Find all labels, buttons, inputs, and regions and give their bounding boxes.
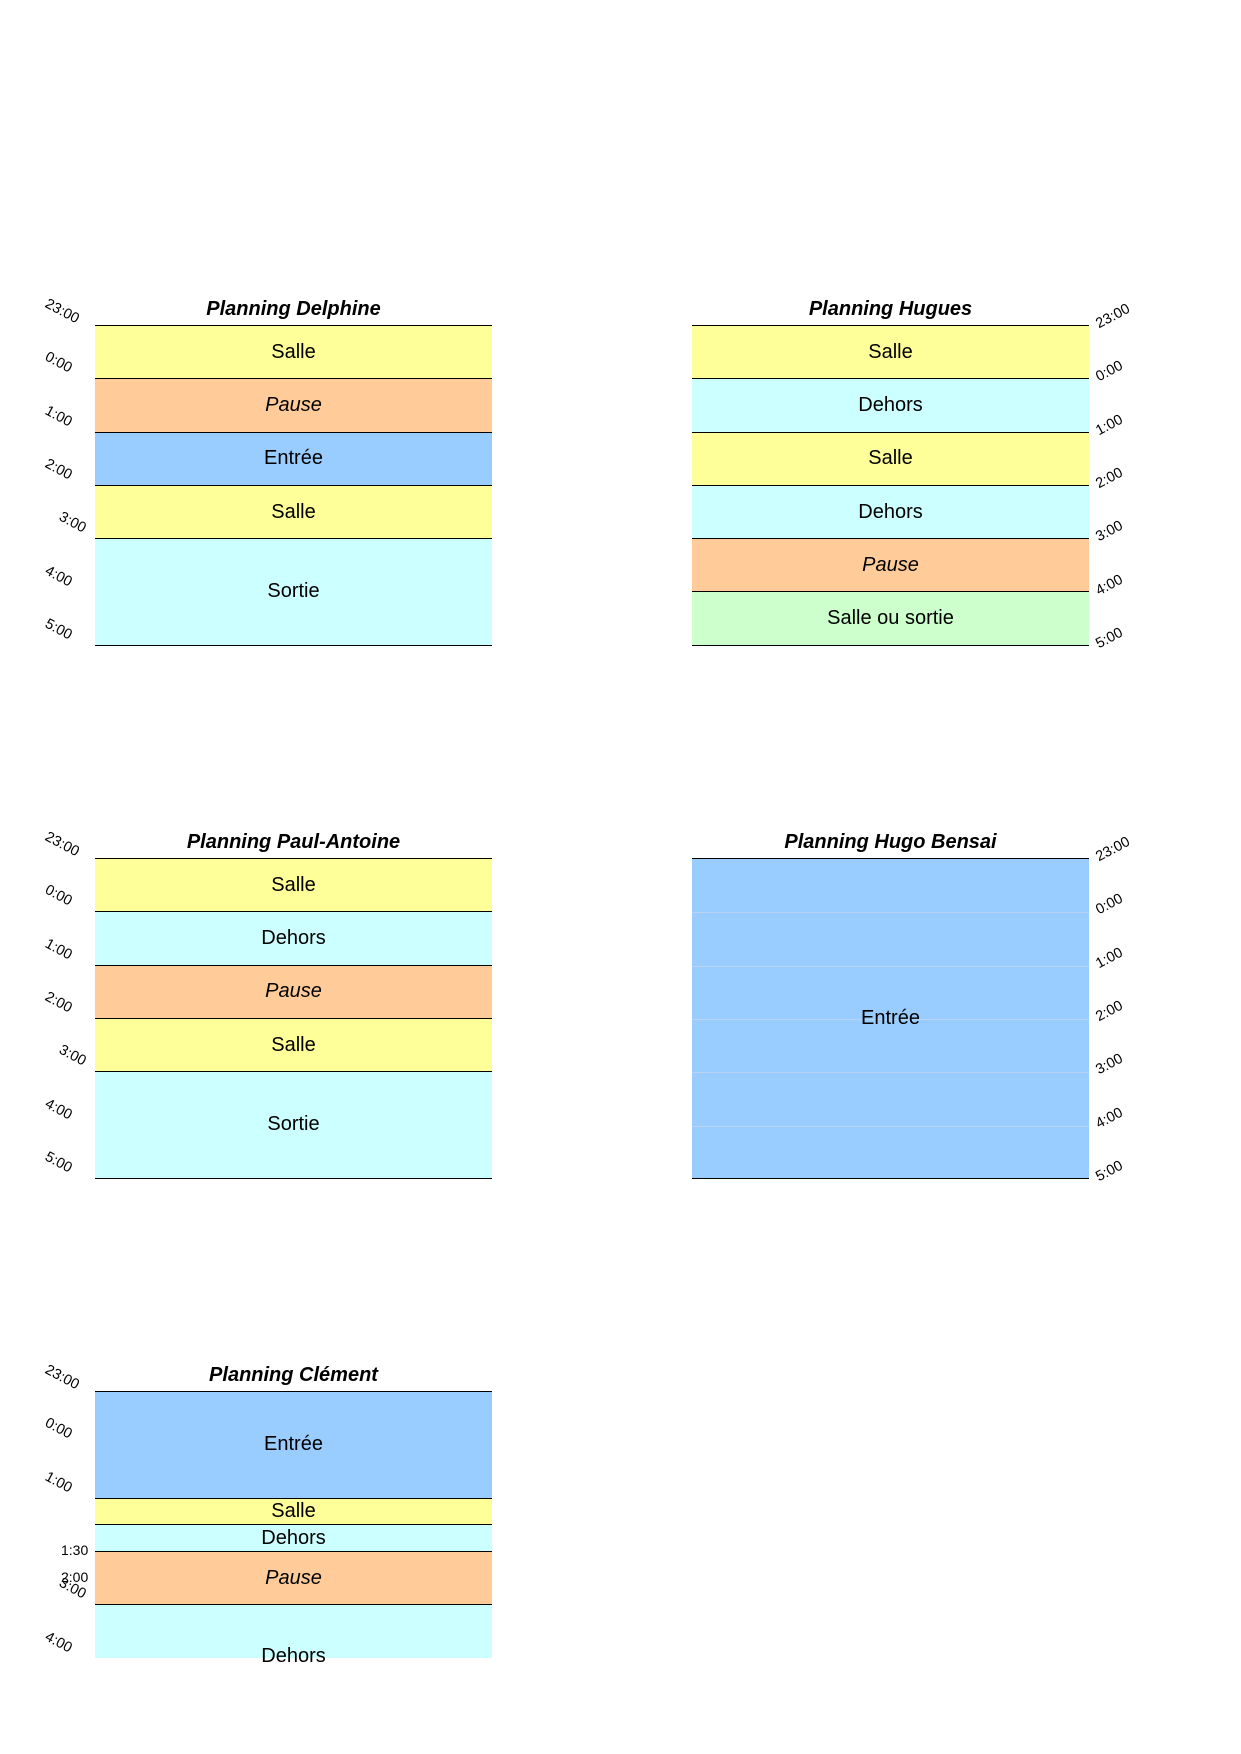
time-label: 0:00	[1093, 890, 1126, 919]
time-label: 5:00	[42, 615, 75, 644]
planning-title: Planning Clément	[209, 1364, 378, 1386]
schedule-block: Salle	[95, 1018, 492, 1073]
time-label: 1:00	[1093, 944, 1126, 972]
schedule-block-label: Dehors	[261, 926, 326, 949]
time-label: 0:00	[42, 882, 75, 910]
schedule-block: Pause	[95, 1551, 492, 1606]
schedule-block: Pause	[95, 379, 492, 433]
row-divider	[692, 1125, 1089, 1127]
time-label: 5:00	[1093, 1157, 1126, 1185]
schedule-block: Salle	[95, 485, 492, 540]
time-label: 4:00	[1093, 571, 1126, 599]
time-label: 5:00	[42, 1148, 75, 1177]
time-label: 0:00	[42, 1415, 75, 1443]
schedule-block: Salle	[95, 859, 492, 913]
time-label: 4:00	[1093, 1104, 1126, 1132]
schedule-block-label: Pause	[265, 393, 322, 416]
schedule-block: Pause	[95, 965, 492, 1019]
schedule-block: Dehors	[692, 485, 1089, 540]
schedule-block: Sortie	[95, 539, 492, 646]
schedule-block-label: Sortie	[267, 1113, 320, 1136]
schedule-block-label: Dehors	[261, 1526, 326, 1549]
time-label: 2:00	[42, 988, 75, 1017]
time-label: 1:30	[61, 1542, 89, 1559]
schedule-block: Pause	[692, 539, 1089, 593]
schedule-block: Salle	[692, 326, 1089, 380]
schedule-block-label: Salle ou sortie	[827, 607, 954, 630]
schedule-block-label: Dehors	[858, 393, 923, 416]
schedule-block: Entrée	[95, 432, 492, 486]
time-label: 23:00	[42, 1361, 82, 1394]
schedule-block: Entrée	[692, 859, 1089, 1179]
schedule-block-label: Salle	[868, 447, 913, 470]
schedule-block: Dehors	[692, 379, 1089, 433]
time-label: 4:00	[42, 1095, 75, 1123]
schedule-block-label: Salle	[271, 873, 316, 896]
schedule-block: Salle	[692, 432, 1089, 486]
time-label: 1:00	[42, 935, 75, 963]
schedule-block-label: Salle	[271, 500, 316, 523]
planning-grid: Salle Dehors Salle Dehors Pause Salle ou sort…	[692, 325, 1089, 646]
schedule-block: Salle	[95, 326, 492, 380]
planning-grid: Salle Pause Entrée Salle Sortie	[95, 325, 492, 646]
time-label: 4:00	[42, 562, 75, 590]
schedule-block-label: Salle	[271, 1499, 316, 1522]
schedule-block-label: Pause	[265, 980, 322, 1003]
schedule-block: Dehors	[95, 912, 492, 966]
row-divider	[692, 965, 1089, 967]
time-label: 3:00	[56, 1042, 89, 1070]
time-label: 0:00	[42, 349, 75, 377]
row-divider	[692, 1018, 1089, 1020]
time-label: 2:00	[1093, 997, 1126, 1025]
planning-title: Planning Hugues	[808, 298, 973, 320]
schedule-block: Dehors	[95, 1605, 492, 1667]
schedule-block-label: Pause	[265, 1566, 322, 1589]
schedule-block-label: Dehors	[261, 1645, 326, 1668]
time-label: 4:00	[42, 1628, 75, 1656]
schedule-block: Sortie	[95, 1072, 492, 1179]
time-label: 0:00	[1093, 357, 1126, 386]
time-label: 23:00	[42, 828, 82, 861]
schedule-block: Salle	[95, 1498, 492, 1526]
schedule-block: Salle ou sortie	[692, 592, 1089, 646]
time-label: 1:00	[42, 402, 75, 430]
time-label: 3:00	[56, 509, 89, 537]
planning-title: Planning Paul-Antoine	[186, 831, 401, 853]
time-label: 23:00	[1093, 300, 1133, 333]
schedule-block-label: Sortie	[267, 580, 320, 603]
schedule-block: Entrée	[95, 1392, 492, 1499]
schedule-block-label: Salle	[271, 1033, 316, 1056]
time-label: 1:00	[42, 1468, 75, 1496]
schedule-block-label: Entrée	[264, 447, 323, 470]
time-label: 23:00	[1093, 833, 1133, 866]
planning-grid: Entrée	[692, 858, 1089, 1179]
time-label: 1:00	[1093, 411, 1126, 439]
row-divider	[692, 1072, 1089, 1074]
schedule-block: Dehors	[95, 1525, 492, 1552]
time-label: 5:00	[1093, 624, 1126, 652]
time-label: 3:00	[1093, 517, 1126, 546]
planning-title: Planning Delphine	[206, 298, 381, 320]
schedule-block-label: Entrée	[264, 1433, 323, 1456]
planning-grid: Entrée Salle Dehors Pause Dehors	[95, 1391, 492, 1689]
schedule-block-label: Pause	[862, 553, 919, 576]
time-label: 2:00	[61, 1568, 89, 1585]
schedule-block-label: Entrée	[861, 1006, 920, 1029]
planning-title: Planning Hugo Bensai	[784, 831, 997, 853]
schedule-block-label: Salle	[271, 340, 316, 363]
time-label: 3:00	[1093, 1050, 1126, 1079]
time-label: 2:00	[1093, 464, 1126, 492]
planning-grid: Salle Dehors Pause Salle Sortie	[95, 858, 492, 1179]
row-divider	[692, 912, 1089, 914]
time-label: 2:00	[42, 455, 75, 484]
time-label: 23:00	[42, 295, 82, 328]
schedule-block-label: Dehors	[858, 500, 923, 523]
schedule-block-label: Salle	[868, 340, 913, 363]
